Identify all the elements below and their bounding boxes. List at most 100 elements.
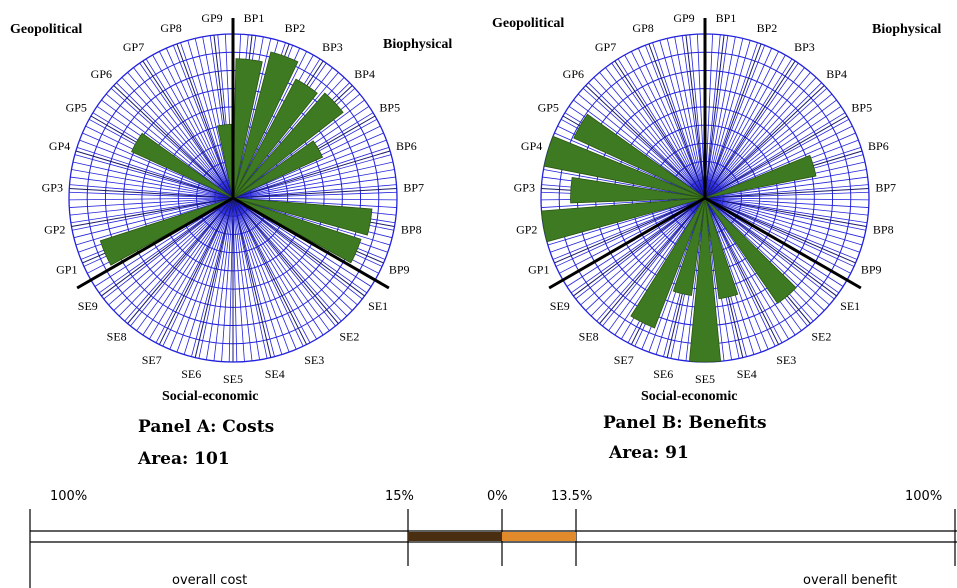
panel-b-grid-ray bbox=[648, 197, 706, 353]
panel-a-grid-ray bbox=[159, 51, 234, 199]
panel-a-grid-ray bbox=[155, 197, 234, 343]
panel-b-grid-ray bbox=[704, 197, 783, 343]
panel-a-spoke-label-gp2: GP2 bbox=[44, 222, 65, 236]
panel-a-grid-ray bbox=[75, 197, 234, 246]
panel-b-spoke-axis-gp1 bbox=[554, 197, 706, 264]
panel-a-grid-ray bbox=[232, 197, 358, 306]
panel-b-spoke-label-bp2: BP2 bbox=[757, 21, 778, 35]
panel-a-grid-ray bbox=[221, 197, 234, 362]
panel-b-grid-ray bbox=[704, 197, 769, 350]
panel-a-grid-ray bbox=[149, 197, 234, 340]
panel-a-grid-ray bbox=[70, 176, 234, 199]
panel-b-grid-ray bbox=[608, 197, 706, 331]
panel-a-grid-ray bbox=[232, 99, 365, 199]
panel-a-grid-ray bbox=[133, 67, 234, 199]
panel-a-spoke-label-bp8: BP8 bbox=[401, 222, 422, 236]
panel-a-grid-ray bbox=[69, 197, 234, 216]
panel-b-dividers bbox=[548, 18, 862, 290]
panel-a-grid-ray bbox=[194, 38, 234, 199]
panel-a-spoke-label-se7: SE7 bbox=[142, 353, 162, 367]
panel-b-grid-ray bbox=[704, 112, 846, 199]
panel-a-wedge-gp1 bbox=[99, 197, 234, 266]
panel-a-spoke-axis-se9 bbox=[101, 197, 234, 297]
panel-a-grid-ray bbox=[82, 132, 234, 199]
panel-b-spoke-label-bp5: BP5 bbox=[851, 101, 872, 115]
panel-b-wedge-bp6 bbox=[704, 154, 817, 199]
panel-a-spoke-label-gp1: GP1 bbox=[56, 263, 77, 277]
panel-a-grid-ray bbox=[79, 139, 234, 199]
panel-b-grid-ray bbox=[554, 132, 706, 199]
panel-b-grid-ray bbox=[637, 48, 706, 199]
panel-a-grid-ray bbox=[69, 197, 234, 208]
panel-b-grid-ray bbox=[704, 54, 786, 199]
panel-b-grid-ray bbox=[577, 93, 706, 199]
scale-label-zero: 0% bbox=[487, 489, 508, 504]
panel-b-spoke-axis-gp8 bbox=[648, 43, 706, 199]
panel-b-grid-ray bbox=[704, 197, 789, 340]
panel-a-grid-ray bbox=[172, 45, 234, 199]
panel-a-spoke-axis-se3 bbox=[232, 197, 308, 345]
panel-b-grid-ray bbox=[704, 36, 736, 199]
panel-a-spoke-label-se9: SE9 bbox=[78, 299, 98, 313]
panel-a-area-label: Area: 101 bbox=[137, 449, 230, 469]
panel-b-title: Panel B: Benefits bbox=[603, 413, 767, 433]
panel-a-category-geopolitical: Geopolitical bbox=[10, 22, 82, 37]
panel-a-grid-ray bbox=[232, 161, 394, 199]
panel-b-grid-ray bbox=[704, 105, 842, 199]
panel-b-grid-ray bbox=[704, 197, 762, 353]
panel-b-category-biophysical: Biophysical bbox=[872, 22, 941, 37]
panel-a-grid-ray bbox=[145, 58, 234, 199]
panel-a-grid-ray bbox=[142, 197, 234, 336]
panel-b-spoke-label-bp6: BP6 bbox=[868, 139, 889, 153]
panel-b-grid-ray bbox=[704, 184, 869, 199]
panel-a-grid-ray bbox=[232, 197, 397, 208]
panel-a-spoke-axis-gp3 bbox=[69, 187, 234, 199]
panel-a-grid-ray bbox=[232, 197, 330, 331]
panel-a-grid-ray bbox=[187, 40, 234, 199]
panel-b-grid-ray bbox=[582, 87, 706, 199]
panel-b-spoke-label-se5: SE5 bbox=[695, 372, 715, 386]
panel-a-grid-ray bbox=[232, 197, 336, 327]
panel-b-grid-ray bbox=[704, 197, 868, 224]
panel-b-spoke-axis-bp7 bbox=[704, 187, 869, 199]
panel-a-category-social-economic: Social-economic bbox=[162, 389, 258, 404]
panel-b-grid-ray bbox=[704, 197, 858, 260]
panel-b-grid-ray bbox=[585, 197, 706, 311]
panel-a-spoke-axis-gp7 bbox=[142, 60, 234, 199]
panel-b-grid-ray bbox=[704, 197, 776, 347]
panel-b-grid-ray bbox=[704, 87, 828, 199]
panel-a-grid-ray bbox=[232, 197, 363, 300]
panel-a-spoke-axis-se6 bbox=[194, 197, 234, 358]
panel-a-grid-ray bbox=[232, 197, 397, 201]
panel-b-spoke-label-se9: SE9 bbox=[550, 299, 570, 313]
panel-a-grid-ray bbox=[232, 51, 307, 199]
panel-a-spoke-label-bp9: BP9 bbox=[389, 263, 410, 277]
panel-b-spoke-label-bp3: BP3 bbox=[794, 40, 815, 54]
panel-b-spoke-label-se7: SE7 bbox=[614, 353, 634, 367]
panel-a-grid-ray bbox=[213, 197, 234, 361]
panel-a-grid-ray bbox=[98, 197, 234, 294]
panel-a-wedge-gp9 bbox=[217, 123, 234, 199]
panel-b-spoke-label-gp7: GP7 bbox=[595, 40, 616, 54]
panel-a-spoke-label-bp7: BP7 bbox=[403, 180, 424, 194]
scale-label-cost-15: 15% bbox=[385, 489, 414, 504]
panel-a-grid-ray bbox=[232, 197, 317, 340]
panel-a-spoke-label-bp6: BP6 bbox=[396, 139, 417, 153]
panel-a-grid-ray bbox=[232, 146, 390, 199]
panel-a-grid-ray bbox=[180, 42, 234, 199]
panel-a-spoke-axis-gp6 bbox=[113, 85, 234, 199]
panel-b-grid-ray bbox=[666, 38, 706, 199]
panel-a-grid-ray bbox=[69, 184, 234, 199]
panel-b-spoke-label-gp1: GP1 bbox=[528, 263, 549, 277]
panel-b-grid-ray bbox=[704, 197, 725, 361]
panel-a-grid-ray bbox=[206, 197, 234, 360]
panel-b-spoke-axis-bp9 bbox=[704, 197, 856, 264]
panel-b-grid-ray bbox=[624, 54, 706, 199]
panel-a-category-divider-2 bbox=[232, 196, 390, 290]
panel-a-grid-ray bbox=[169, 197, 234, 350]
panel-a-grid-ray bbox=[232, 197, 260, 360]
panel-a-grid-ray bbox=[232, 154, 392, 199]
panel-a-grid-ray bbox=[110, 87, 234, 199]
panel-b-grid-ray bbox=[550, 197, 706, 253]
